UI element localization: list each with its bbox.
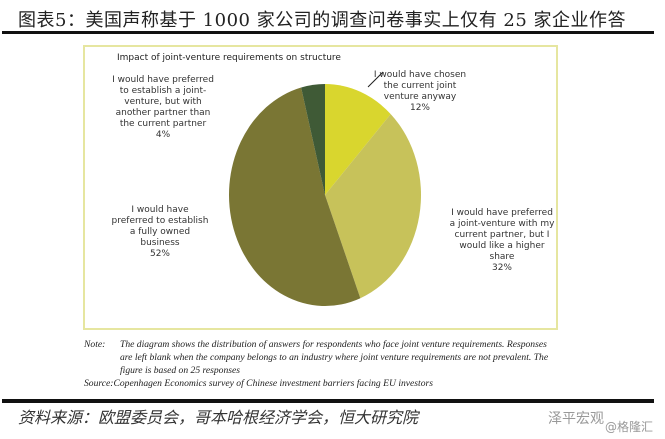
watermark-site: @格隆汇 [605,420,654,434]
slice-label-2: I would have preferred to establish a fu… [110,205,210,260]
footer-rule [2,399,654,403]
note-text: The diagram shows the distribution of an… [120,339,549,376]
pie-slice-3 [301,84,325,195]
slice-value: 52% [149,249,170,259]
slice-label-0: I would have chosen the current joint ve… [370,70,470,114]
note-key: Note: [84,339,106,350]
title-rule [2,31,654,34]
slice-value: 4% [155,130,171,140]
slice-label-1: I would have preferred a joint-venture w… [448,208,556,274]
pie-slice-0 [325,84,391,195]
watermark-wechat: 泽平宏观 [548,411,604,427]
slice-value: 12% [409,103,430,113]
slice-label-text: I would have chosen the current joint ve… [373,70,467,102]
pie-slice-1 [325,114,421,299]
pie-slice-2 [229,87,361,306]
footer-source: 资料来源：欧盟委员会，哥本哈根经济学会，恒大研究院 [18,408,419,427]
chart-note: Note: The diagram shows the distribution… [84,338,554,390]
chart-title: Impact of joint-venture requirements on … [117,53,341,63]
slice-label-3: I would have preferred to establish a jo… [112,75,214,141]
slice-label-text: I would have preferred a joint-venture w… [449,208,555,262]
leader-line [367,71,384,88]
source-text: Copenhagen Economics survey of Chinese i… [113,378,433,389]
slice-value: 32% [491,263,512,273]
slice-label-text: I would have preferred to establish a fu… [111,205,209,248]
source-key: Source: [84,378,114,389]
figure-title: 图表5：美国声称基于 1000 家公司的调查问卷事实上仅有 25 家企业作答 [18,10,627,31]
slice-label-text: I would have preferred to establish a jo… [112,75,214,129]
